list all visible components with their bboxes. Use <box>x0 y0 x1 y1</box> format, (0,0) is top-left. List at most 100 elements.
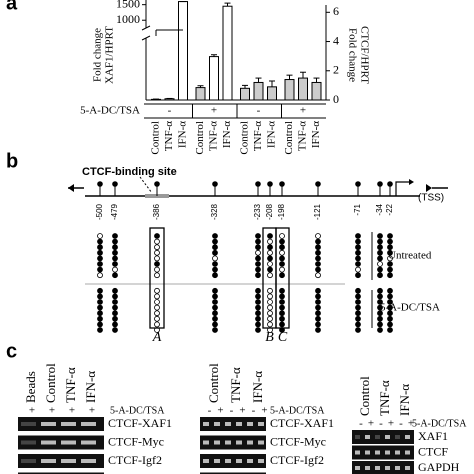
x-tick-label: TNF-α <box>208 121 220 151</box>
region-label: B <box>265 330 274 345</box>
bar <box>298 77 308 101</box>
bar <box>284 79 295 101</box>
cpg-lollipop <box>97 181 103 187</box>
methylation-circle <box>255 261 261 267</box>
lane-sign: + <box>408 418 414 430</box>
methylation-circle <box>212 238 218 245</box>
gel-strip <box>200 472 266 474</box>
methylation-circle <box>377 272 383 279</box>
gel-band <box>258 440 264 445</box>
lane-header: IFN-α <box>250 371 265 403</box>
treatment-sign: + <box>211 105 217 117</box>
methylation-circle <box>97 293 103 300</box>
gel-band <box>385 435 390 439</box>
methylation-circle <box>387 272 393 279</box>
methylation-circle <box>267 299 273 305</box>
cpg-lollipop <box>355 181 361 187</box>
gel-band <box>375 435 380 439</box>
bar <box>267 86 277 101</box>
tss-label: (TSS) <box>418 193 444 204</box>
methylation-circle <box>267 233 273 239</box>
lane-sign: + <box>261 405 267 417</box>
methylation-circle <box>212 327 218 333</box>
lane-header: TNF-α <box>228 367 243 403</box>
gel-row-label: Neg-XAF1 <box>108 471 162 474</box>
methylation-circle <box>255 255 261 262</box>
gel-band <box>61 440 76 445</box>
methylation-circle <box>377 255 383 262</box>
methylation-circle <box>112 266 118 273</box>
gel-band <box>236 422 242 426</box>
methylation-circle <box>315 244 321 251</box>
tss-arrow <box>395 181 410 196</box>
methylation-circle <box>255 299 261 305</box>
methylation-circle <box>255 293 261 300</box>
methylation-circle <box>315 299 321 305</box>
methylation-circle <box>267 321 273 328</box>
methylation-circle <box>255 266 261 273</box>
methylation-circle <box>377 310 383 317</box>
methylation-circle <box>267 244 273 251</box>
methylation-circle <box>387 287 393 294</box>
gel-band <box>375 466 380 470</box>
methylation-circle <box>279 315 285 322</box>
gel-band <box>81 440 96 445</box>
methylation-circle <box>355 255 361 262</box>
methylation-circle <box>212 233 218 239</box>
lane-header: Beads <box>23 371 38 403</box>
lane-header: Control <box>357 376 372 416</box>
methylation-circle <box>355 272 361 279</box>
y2-tick-label: 2 <box>333 63 339 77</box>
gel-band <box>405 466 410 470</box>
cpg-lollipop <box>112 181 118 187</box>
methylation-circle <box>97 304 103 311</box>
gel-band <box>203 422 209 426</box>
methylation-circle <box>377 327 383 333</box>
treatment-label: 5-A-DC/TSA <box>412 418 467 429</box>
methylation-circle <box>212 304 218 311</box>
bar <box>253 81 264 101</box>
methylation-circle <box>279 321 285 328</box>
methylation-circle <box>279 272 285 279</box>
methylation-circle <box>97 238 103 245</box>
cpg-site-label: -328 <box>210 203 219 220</box>
lane-sign: - <box>208 405 212 417</box>
methylation-circle <box>112 261 118 267</box>
gel-row-label: CTCF-Myc <box>108 434 164 448</box>
methylation-circle <box>154 293 160 300</box>
gel-row-label: CTCF-Igf2 <box>108 453 162 467</box>
methylation-circle <box>212 293 218 300</box>
treatment-label: 5-A-DC/TSA <box>270 405 325 416</box>
methylation-circle <box>279 304 285 311</box>
methylation-circle <box>154 249 160 256</box>
binding-site-label: CTCF-binding site <box>82 166 177 178</box>
methylation-circle <box>154 299 160 305</box>
gel-band <box>385 466 390 470</box>
lane-sign: + <box>29 405 35 417</box>
gel-band <box>365 450 370 455</box>
lane-sign: + <box>388 418 394 430</box>
gel-band <box>214 459 220 463</box>
gel-band <box>405 435 410 439</box>
x-tick-label: Control <box>194 121 206 155</box>
methylation-circle <box>315 238 321 245</box>
row-label: 5-A-DC/TSA <box>380 302 440 314</box>
methylation-circle <box>112 272 118 279</box>
y2-tick-label: 6 <box>333 4 339 18</box>
lane-header: Control <box>43 363 58 403</box>
x-tick-label: IFN-α <box>221 121 233 148</box>
methylation-circle <box>355 304 361 311</box>
gel-row-label: Neg-XAF1 <box>270 471 324 474</box>
cpg-lollipop <box>212 181 218 187</box>
methylation-circle <box>377 321 383 328</box>
gel-band <box>203 459 209 463</box>
methylation-circle <box>154 287 160 294</box>
methylation-circle <box>355 238 361 245</box>
gel-band <box>203 440 209 445</box>
methylation-circle <box>97 244 103 251</box>
gel-row-label: CTCF <box>418 444 448 458</box>
methylation-circle <box>97 272 103 279</box>
region-box <box>275 227 290 329</box>
methylation-circle <box>377 266 383 273</box>
